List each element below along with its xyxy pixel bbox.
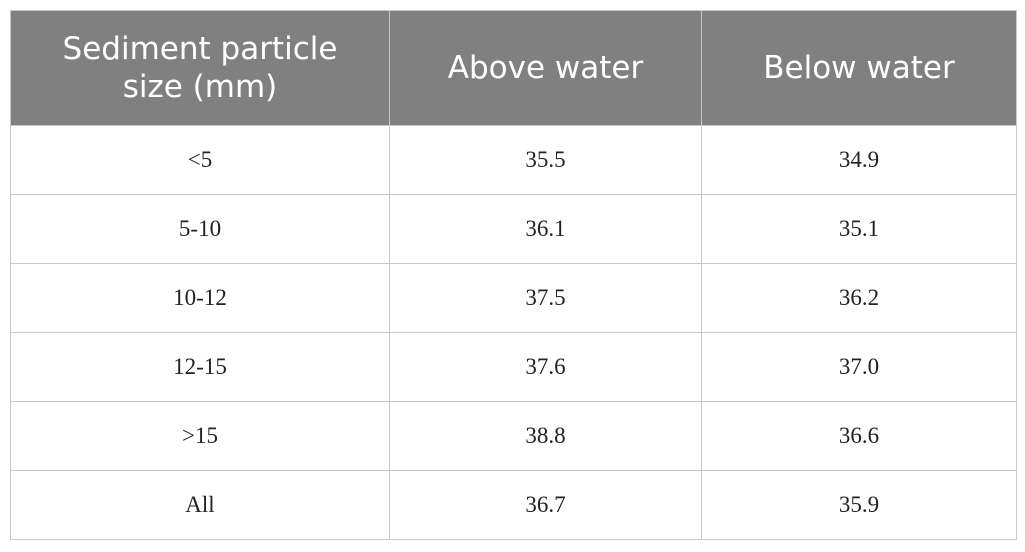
header-cell: Below water xyxy=(701,10,1017,126)
table-cell: 37.5 xyxy=(389,263,702,333)
table-cell: 5-10 xyxy=(10,194,390,264)
table-body: <5 35.5 34.9 5-10 36.1 35.1 10-12 37.5 36.2 12-15… xyxy=(10,125,1017,540)
table-header: Sediment particle size (mm) Above water Be… xyxy=(10,10,1017,126)
table-cell: 36.1 xyxy=(389,194,702,264)
table-cell: 35.1 xyxy=(701,194,1017,264)
header-cell: Above water xyxy=(389,10,702,126)
table-row: 5-10 36.1 35.1 xyxy=(10,194,1017,264)
table-cell: 34.9 xyxy=(701,125,1017,195)
table-cell: 37.6 xyxy=(389,332,702,402)
header-cell: Sediment particle size (mm) xyxy=(10,10,390,126)
table-cell: 36.7 xyxy=(389,470,702,540)
table-row: >15 38.8 36.6 xyxy=(10,401,1017,471)
table-cell: 10-12 xyxy=(10,263,390,333)
table-cell: 36.2 xyxy=(701,263,1017,333)
table-row: <5 35.5 34.9 xyxy=(10,125,1017,195)
data-table: Sediment particle size (mm) Above water Be… xyxy=(10,10,1017,540)
table-cell: 35.9 xyxy=(701,470,1017,540)
table-cell: 35.5 xyxy=(389,125,702,195)
table-cell: 37.0 xyxy=(701,332,1017,402)
table-cell: >15 xyxy=(10,401,390,471)
table-cell: 12-15 xyxy=(10,332,390,402)
table-cell: All xyxy=(10,470,390,540)
header-row: Sediment particle size (mm) Above water Be… xyxy=(10,10,1017,126)
table-cell: 36.6 xyxy=(701,401,1017,471)
table-row: All 36.7 35.9 xyxy=(10,470,1017,540)
table-row: 12-15 37.6 37.0 xyxy=(10,332,1017,402)
table-cell: 38.8 xyxy=(389,401,702,471)
table-cell: <5 xyxy=(10,125,390,195)
table-row: 10-12 37.5 36.2 xyxy=(10,263,1017,333)
